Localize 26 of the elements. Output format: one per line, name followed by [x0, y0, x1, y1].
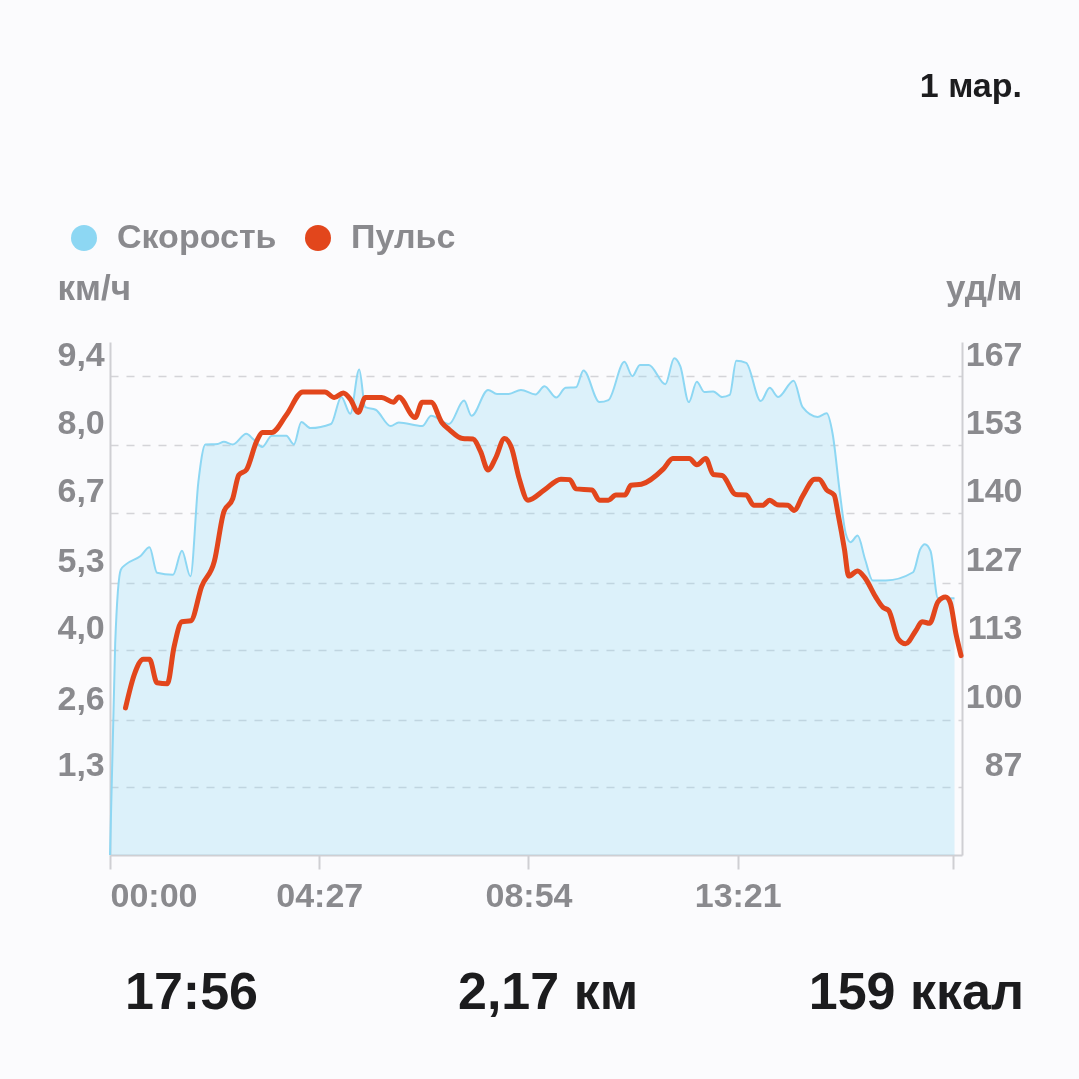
y-tick-label: 1,3: [57, 745, 105, 784]
y-tick-label: 4,0: [57, 608, 105, 647]
text: 1 мар.: [919, 66, 1022, 104]
y2-tick-label: 127: [965, 539, 1023, 578]
text: 159 ккал: [808, 962, 1024, 1020]
text: 2,17 км: [458, 962, 639, 1020]
y2-tick-label: 153: [965, 403, 1023, 442]
y-tick-label: 5,3: [57, 541, 105, 579]
y-tick-label: 9,4: [57, 334, 105, 373]
y2-tick-label: 167: [965, 334, 1023, 373]
x-tick-label: 00:00: [110, 875, 198, 914]
y-axis-title: км/ч: [57, 267, 131, 307]
y2-tick-label: 140: [965, 471, 1023, 510]
y-tick-label: 2,6: [57, 678, 105, 717]
y-tick-label: 6,7: [57, 471, 105, 510]
text: 17:56: [125, 962, 258, 1020]
y2-tick-label: 87: [984, 745, 1023, 784]
x-tick-label: 08:54: [485, 875, 573, 914]
y2-tick-label: 100: [965, 676, 1023, 715]
y2-axis-title: уд/м: [946, 267, 1023, 307]
x-tick-label: 04:27: [276, 875, 364, 914]
legend-label: Скорость: [117, 217, 277, 255]
y2-tick-label: 113: [967, 608, 1023, 647]
x-tick-label: 13:21: [694, 875, 782, 914]
legend-label: Пульс: [351, 217, 456, 255]
y-tick-label: 8,0: [57, 403, 105, 442]
